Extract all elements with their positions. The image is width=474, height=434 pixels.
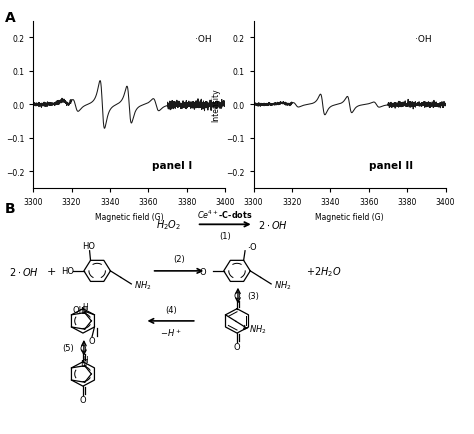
Text: $NH_2$: $NH_2$ (134, 279, 152, 291)
Y-axis label: Intensity: Intensity (211, 89, 220, 122)
Text: $NH_2$: $NH_2$ (274, 279, 292, 291)
Text: ·OH: ·OH (416, 35, 432, 44)
Text: O: O (80, 345, 86, 353)
Text: O: O (80, 395, 86, 404)
Text: O: O (234, 342, 240, 351)
Text: O: O (89, 337, 95, 345)
Text: $+ 2 H_2O$: $+ 2 H_2O$ (306, 264, 341, 278)
Text: $Ce^{4+}$-C-dots: $Ce^{4+}$-C-dots (197, 208, 253, 220)
Text: $-H^+$: $-H^+$ (160, 326, 182, 338)
Text: panel II: panel II (369, 161, 413, 171)
Text: $2\cdot OH$: $2\cdot OH$ (9, 265, 38, 277)
Text: A: A (5, 11, 16, 25)
Text: $H_2O_2$: $H_2O_2$ (155, 218, 181, 232)
Text: H: H (82, 302, 88, 311)
Text: (3): (3) (247, 292, 259, 300)
Text: OH: OH (73, 306, 86, 314)
Text: $NH_2$: $NH_2$ (249, 323, 267, 335)
Text: (2): (2) (173, 255, 185, 263)
X-axis label: Magnetic field (G): Magnetic field (G) (95, 212, 164, 221)
Text: ·OH: ·OH (195, 35, 212, 44)
Text: HO: HO (61, 267, 74, 276)
Text: panel I: panel I (152, 161, 192, 171)
Text: +: + (46, 266, 56, 276)
Text: $\cdot$O: $\cdot$O (197, 266, 208, 277)
X-axis label: Magnetic field (G): Magnetic field (G) (315, 212, 384, 221)
Text: (4): (4) (165, 305, 176, 314)
Text: N: N (80, 359, 86, 368)
Text: B: B (5, 202, 15, 216)
Text: $2\cdot OH$: $2\cdot OH$ (258, 219, 287, 231)
Text: HO: HO (82, 242, 95, 251)
Text: (5): (5) (62, 344, 73, 352)
Text: $\cdot$O: $\cdot$O (247, 241, 258, 252)
Text: H: H (82, 355, 88, 364)
Text: N: N (80, 306, 86, 315)
Text: O: O (234, 292, 240, 300)
Text: (1): (1) (219, 231, 231, 240)
